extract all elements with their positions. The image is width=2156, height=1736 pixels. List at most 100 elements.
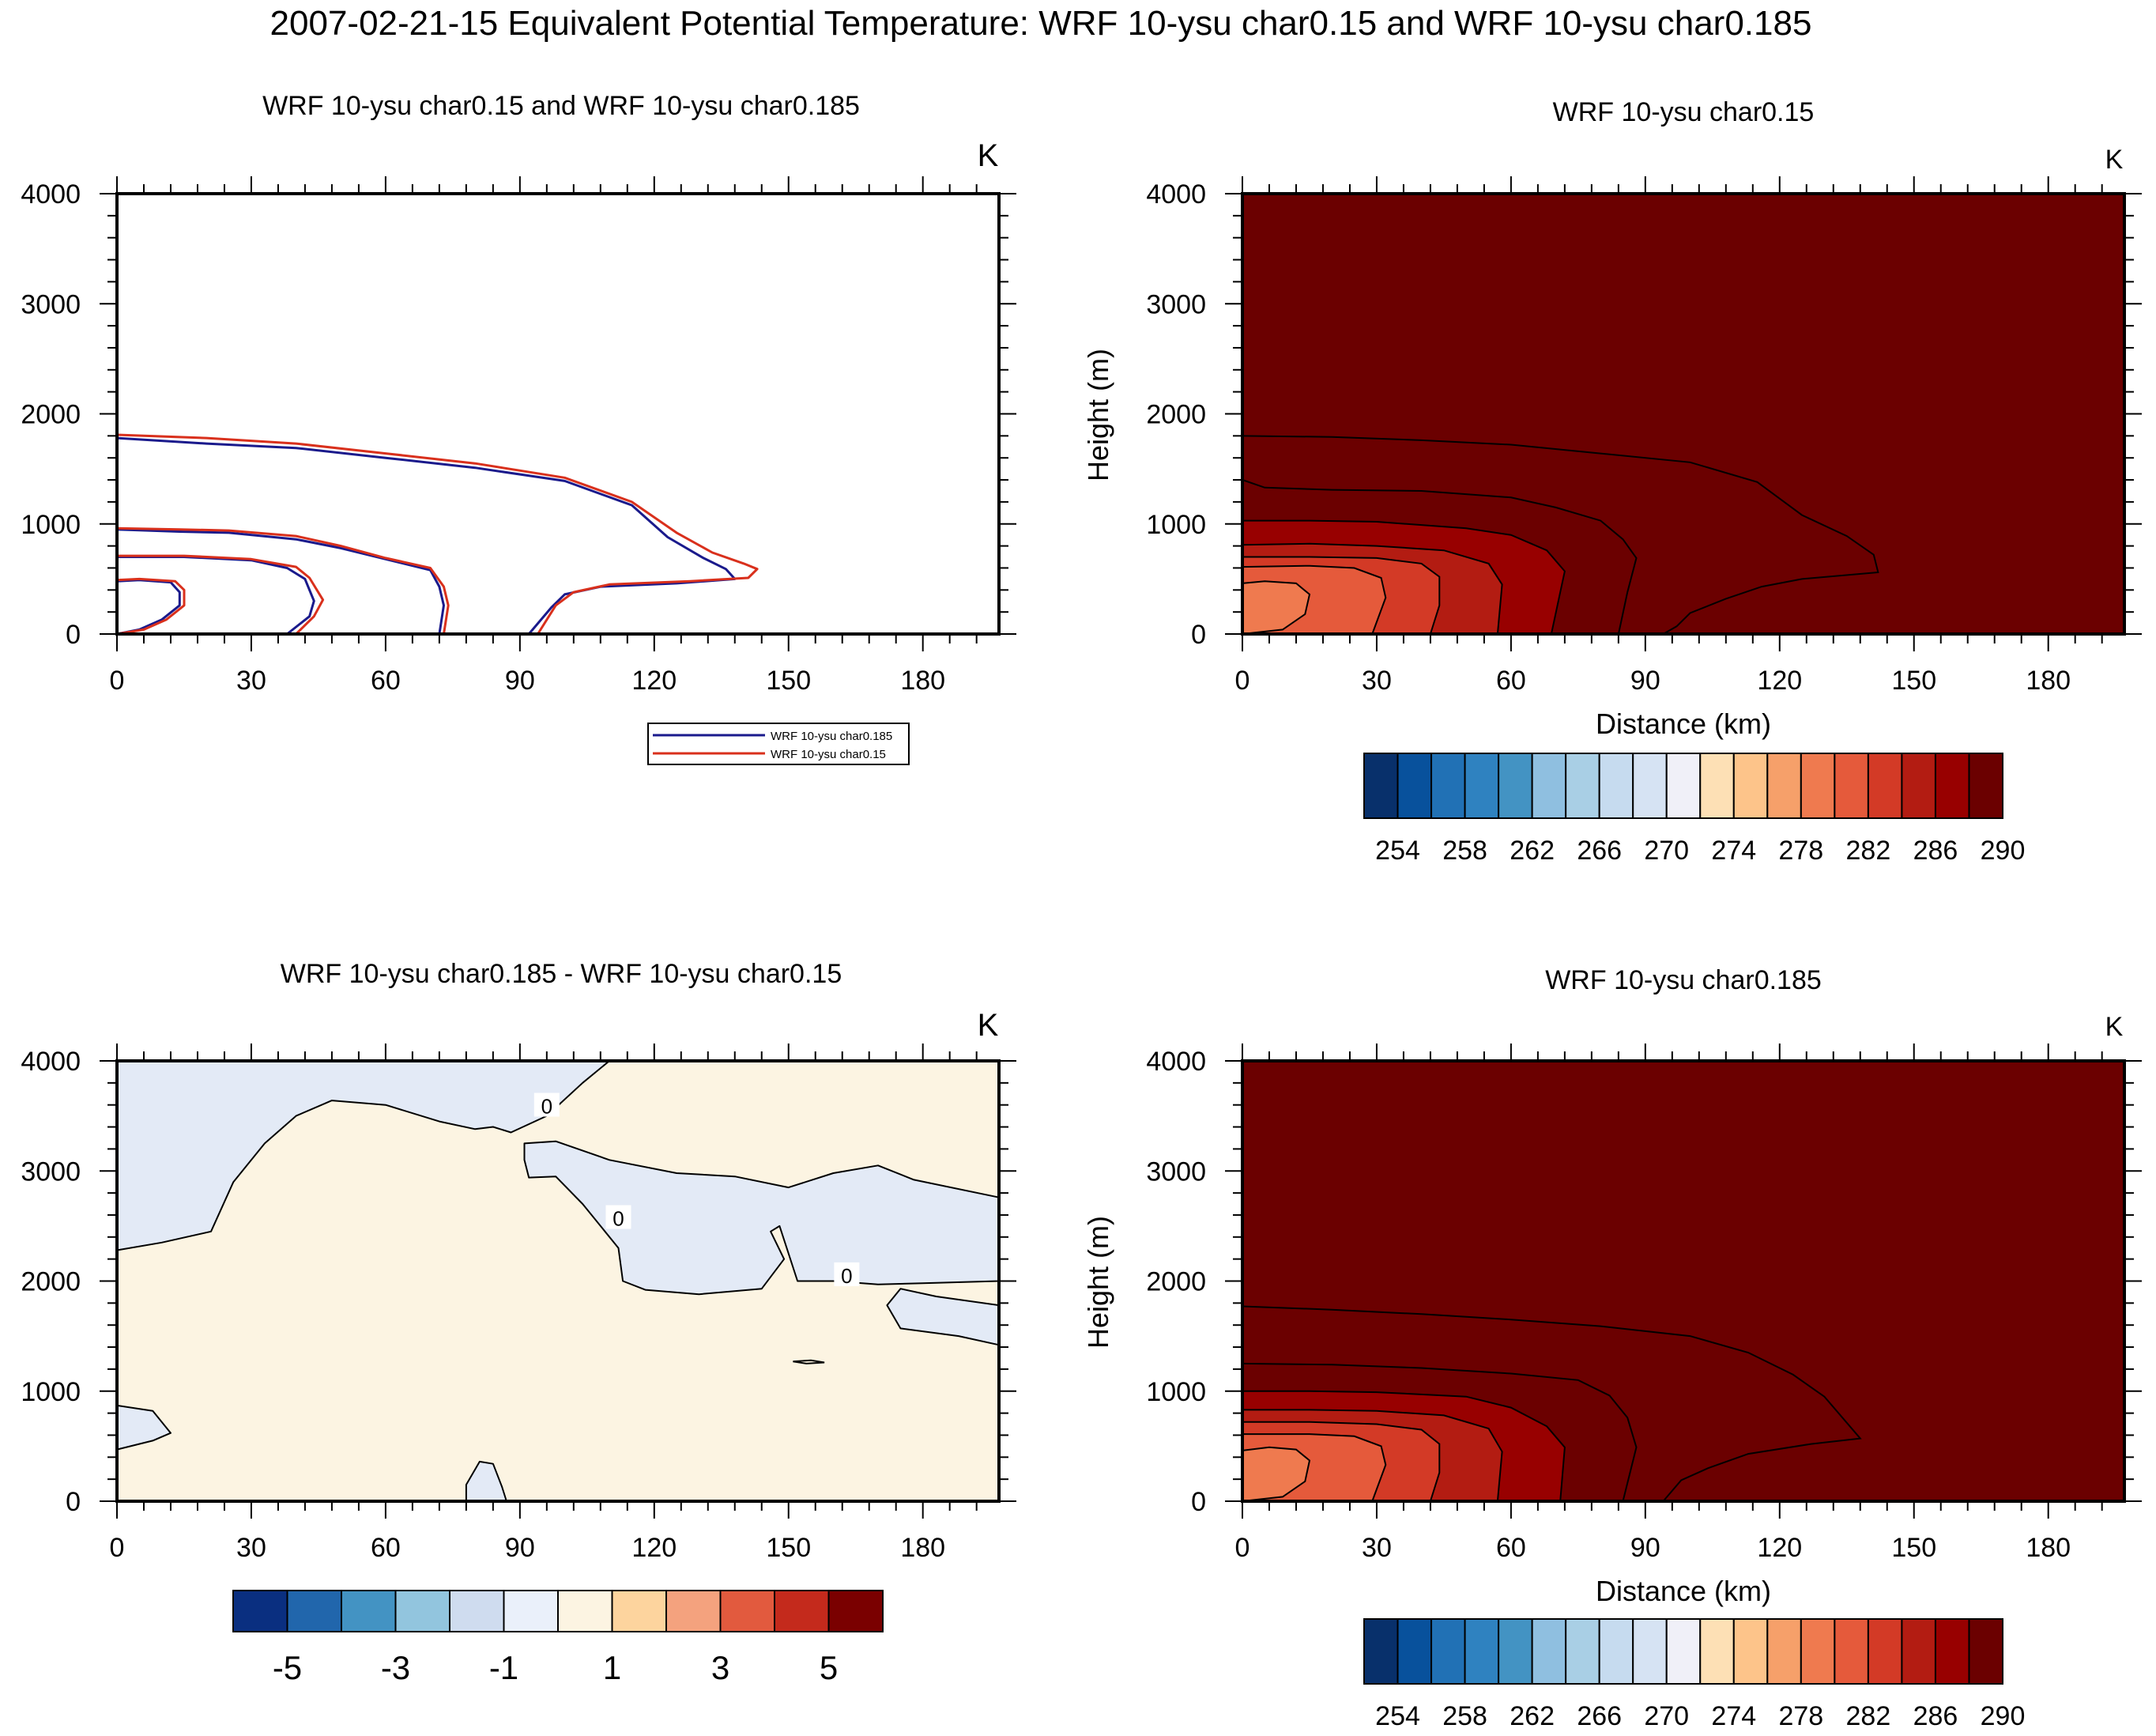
char015-contour-280 xyxy=(1242,564,1387,635)
char0185-contour-282 xyxy=(1242,1421,1441,1502)
legend-label-char0185: WRF 10-ysu char0.185 xyxy=(771,730,892,743)
colorbar-box xyxy=(1430,753,1466,819)
contour-line-char015-3 xyxy=(116,577,186,636)
char0185-plot: 0 30 60 90 120 150 180 0 1000 2000 3000 4000 xyxy=(1146,1043,2142,1563)
char015-xtick-label: 180 xyxy=(2026,666,2071,696)
colorbar-box xyxy=(1565,1618,1600,1685)
colorbar-box xyxy=(1834,753,1869,819)
colorbar-label: 278 xyxy=(1778,836,1823,866)
char0185-contour-278 xyxy=(1242,1446,1311,1502)
diff-colorbar-box xyxy=(286,1590,342,1632)
char015-ytick-label: 3000 xyxy=(1146,289,1206,319)
char0185-xtick-label: 150 xyxy=(1891,1533,1936,1563)
colorbar-label: 262 xyxy=(1510,1701,1555,1731)
colorbar-box xyxy=(1934,1618,1970,1685)
overlay-ytick-label: 0 xyxy=(66,620,81,650)
colorbar-box xyxy=(1430,1618,1466,1685)
colorbar-box xyxy=(1565,753,1600,819)
contour-label-bg-0 xyxy=(533,1093,560,1117)
temperature-colorbar-bottom: 254 258 262 266 270 274 278 282 286 290 xyxy=(1363,1618,2025,1731)
char0185-contour-288 xyxy=(1242,1362,1638,1502)
diff-colorbar-box xyxy=(611,1590,667,1632)
diff-negative-region-3 xyxy=(886,1288,1000,1346)
colorbar-box xyxy=(1766,1618,1802,1685)
panel-overlay-units: K xyxy=(978,138,999,173)
char0185-xtick-label: 60 xyxy=(1496,1533,1526,1563)
overlay-frame xyxy=(115,192,1001,636)
char015-xtick-label: 0 xyxy=(1235,666,1250,696)
colorbar-label: 254 xyxy=(1375,1701,1420,1731)
diff-colorbar-box xyxy=(557,1590,613,1632)
diff-ytick-label: 2000 xyxy=(21,1267,81,1297)
colorbar-label: 258 xyxy=(1442,836,1487,866)
char015-contour-284 xyxy=(1242,542,1503,635)
diff-xtick-label: 60 xyxy=(371,1533,401,1563)
contour-label-bg-2 xyxy=(834,1262,860,1286)
panel-char015-xlabel: Distance (km) xyxy=(1596,708,1771,740)
colorbar-box xyxy=(1598,753,1634,819)
char0185-ytick-label: 3000 xyxy=(1146,1157,1206,1187)
colorbar-box xyxy=(1363,1618,1399,1685)
char0185-ytick-label: 1000 xyxy=(1146,1377,1206,1407)
diff-xtick-label: 30 xyxy=(236,1533,266,1563)
panel-overlay-title: WRF 10-ysu char0.15 and WRF 10-ysu char0… xyxy=(262,91,860,121)
colorbar-label: 274 xyxy=(1711,1701,1756,1731)
colorbar-box xyxy=(1531,753,1567,819)
panel-char0185-units: K xyxy=(2105,1012,2124,1042)
char0185-xtick-label: 120 xyxy=(1757,1533,1802,1563)
diff-colorbar-box xyxy=(341,1590,397,1632)
char0185-contour-284 xyxy=(1242,1409,1503,1502)
colorbar-box xyxy=(1363,753,1399,819)
contour-label-1: 0 xyxy=(612,1207,624,1231)
panel-char0185-xlabel: Distance (km) xyxy=(1596,1575,1771,1607)
char015-xtick-label: 120 xyxy=(1757,666,1802,696)
colorbar-box xyxy=(1464,1618,1500,1685)
char0185-ytick-label: 4000 xyxy=(1146,1047,1206,1077)
overlay-ytick-label: 4000 xyxy=(21,179,81,209)
diff-colorbar-box xyxy=(827,1590,884,1632)
char015-ytick-label: 4000 xyxy=(1146,179,1206,209)
panel-diff-units: K xyxy=(978,1008,999,1043)
char0185-ytick-label: 0 xyxy=(1191,1487,1206,1517)
overlay-plot: 0 30 60 90 120 150 180 0 1000 2000 3000 4000 xyxy=(21,176,1016,696)
diff-colorbar-box xyxy=(774,1590,830,1632)
legend-label-char015: WRF 10-ysu char0.15 xyxy=(771,748,886,761)
colorbar-label: 274 xyxy=(1711,836,1756,866)
char0185-xtick-label: 30 xyxy=(1362,1533,1392,1563)
diff-xtick-label: 0 xyxy=(110,1533,125,1563)
char015-xtick-label: 30 xyxy=(1362,666,1392,696)
char0185-ytick-label: 2000 xyxy=(1146,1267,1206,1297)
colorbar-box xyxy=(1396,753,1433,819)
colorbar-box xyxy=(1498,1618,1533,1685)
diff-negative-region-2 xyxy=(523,1140,1000,1296)
colorbar-box xyxy=(1934,753,1970,819)
char015-plot: 0 30 60 90 120 150 180 0 1000 2000 3000 4000 xyxy=(1146,176,2142,696)
diff-ytick-label: 3000 xyxy=(21,1157,81,1187)
colorbar-box xyxy=(1901,753,1936,819)
diff-colorbar-box xyxy=(232,1590,288,1632)
overlay-background xyxy=(117,194,999,634)
contour-line-char015-1 xyxy=(116,526,450,635)
contour-label-bg-1 xyxy=(605,1205,631,1229)
colorbar-box xyxy=(1800,1618,1836,1685)
overlay-xtick-label: 180 xyxy=(900,666,945,696)
char0185-contour-286 xyxy=(1242,1390,1566,1502)
diff-colorbar-box xyxy=(394,1590,450,1632)
diff-frame xyxy=(115,1059,1001,1503)
colorbar-label: 266 xyxy=(1577,836,1622,866)
char015-ytick-label: 1000 xyxy=(1146,510,1206,540)
contour-line-char015-0 xyxy=(116,433,759,635)
char015-contour-288 xyxy=(1242,479,1638,635)
colorbar-label: 258 xyxy=(1442,1701,1487,1731)
colorbar-box xyxy=(1699,753,1735,819)
char015-xtick-label: 90 xyxy=(1630,666,1660,696)
char0185-xtick-label: 0 xyxy=(1235,1533,1250,1563)
char015-contour-290 xyxy=(1242,435,1879,635)
colorbar-label: 286 xyxy=(1913,1701,1958,1731)
colorbar-box xyxy=(1632,1618,1668,1685)
colorbar-box xyxy=(1968,753,2003,819)
char015-contour-286 xyxy=(1242,519,1566,635)
panel-char015-units: K xyxy=(2105,145,2124,175)
overlay-xtick-label: 0 xyxy=(110,666,125,696)
